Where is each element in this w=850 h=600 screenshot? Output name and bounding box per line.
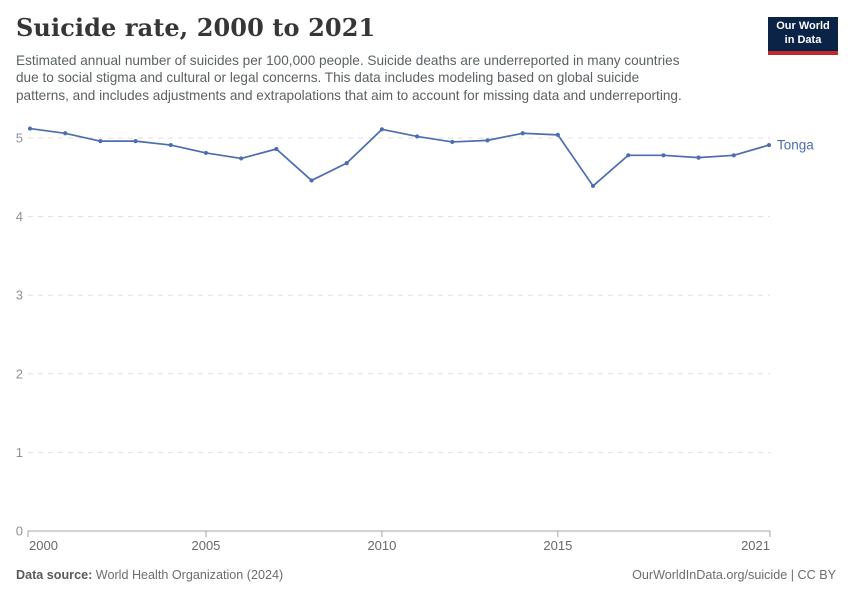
x-axis-line [27, 530, 771, 537]
data-point-2021[interactable] [766, 142, 772, 148]
x-tick-label-2010: 2010 [367, 538, 396, 553]
data-point-2002[interactable] [98, 139, 103, 144]
data-point-2016[interactable] [590, 183, 596, 189]
data-point-2019[interactable] [696, 155, 701, 160]
y-tick-label-1: 1 [16, 445, 23, 460]
data-point-2000[interactable] [27, 126, 33, 131]
y-gridlines [28, 137, 770, 453]
data-point-2010[interactable] [379, 127, 385, 132]
y-tick-label-2: 2 [16, 366, 23, 381]
data-point-2009[interactable] [344, 161, 349, 166]
chart-subtitle-line: due to social stigma and cultural or leg… [16, 70, 640, 86]
data-point-2008[interactable] [309, 178, 314, 183]
data-point-2014[interactable] [520, 131, 525, 136]
data-point-2003[interactable] [133, 139, 138, 144]
x-tick-label-2021: 2021 [741, 538, 770, 553]
owid-logo[interactable]: Our World in Data [768, 17, 838, 55]
y-tick-label-4: 4 [16, 209, 23, 224]
data-point-2007[interactable] [274, 146, 279, 152]
y-tick-label-0: 0 [16, 524, 23, 539]
data-point-2005[interactable] [203, 150, 209, 156]
data-point-2012[interactable] [450, 139, 455, 145]
x-tick-label-2005: 2005 [191, 538, 220, 553]
data-point-2017[interactable] [626, 153, 631, 158]
credit-link[interactable]: OurWorldInData.org/suicide | CC BY [632, 568, 836, 582]
data-point-2015[interactable] [555, 132, 560, 137]
data-source-label: Data source: [16, 568, 93, 582]
y-tick-label-5: 5 [16, 131, 23, 146]
data-point-2006[interactable] [239, 156, 244, 161]
series-points-tonga[interactable] [27, 126, 772, 189]
series-label-tonga[interactable]: Tonga [777, 138, 814, 153]
chart-subtitle-line: patterns, and includes adjustments and e… [16, 87, 682, 103]
data-source: Data source: World Health Organization (… [16, 568, 283, 582]
data-source-value: World Health Organization (2024) [95, 568, 284, 582]
data-point-2001[interactable] [63, 131, 68, 136]
chart-subtitle: Estimated annual number of suicides per … [16, 52, 761, 104]
x-axis-labels: 2000 2005 2010 2015 2021 [29, 538, 770, 553]
y-axis-labels: 0 1 2 3 4 5 [16, 131, 23, 539]
owid-logo-line1: Our World [776, 20, 830, 32]
y-tick-label-3: 3 [16, 288, 23, 303]
data-point-2020[interactable] [731, 153, 736, 158]
data-point-2004[interactable] [168, 142, 173, 148]
series-line-tonga[interactable] [29, 127, 770, 187]
chart-subtitle-line: Estimated annual number of suicides per … [16, 53, 680, 68]
data-point-2013[interactable] [485, 138, 490, 143]
page-title: Suicide rate, 2000 to 2021 [16, 13, 376, 42]
x-tick-label-2015: 2015 [543, 538, 572, 553]
x-tick-label-2000: 2000 [29, 538, 58, 553]
x-axis [27, 530, 771, 537]
data-point-2018[interactable] [661, 153, 666, 158]
owid-logo-line2: in Data [784, 33, 822, 46]
data-point-2011[interactable] [414, 134, 420, 139]
